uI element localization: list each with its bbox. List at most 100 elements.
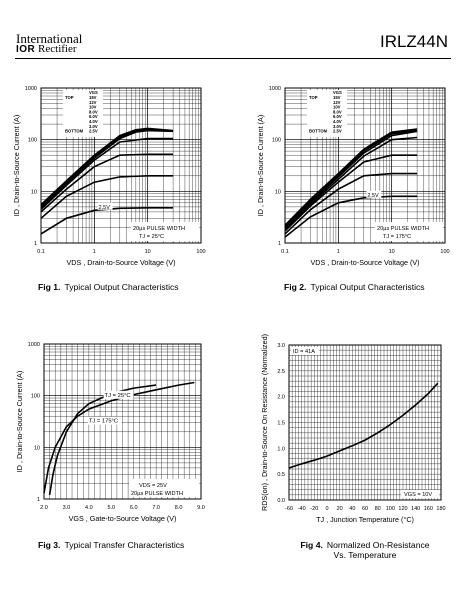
- fig3-y-tick-label: 1000: [28, 342, 40, 348]
- fig3-series-t-j-25-c-line: [48, 384, 157, 496]
- fig4-x-tick-label: 20: [337, 506, 343, 512]
- fig1-legend-entry: 10V: [89, 105, 97, 110]
- fig4-x-tick-label: 180: [436, 506, 445, 512]
- fig2-inline-label: 2.5V: [367, 193, 379, 199]
- fig2-legend-entry: 6.0V: [333, 114, 342, 119]
- fig1-annotation-pulse: 20µs PULSE WIDTH: [133, 226, 185, 232]
- fig2-x-tick-label: 10: [389, 249, 395, 255]
- fig2-caption: Fig 2. Typical Output Characteristics: [284, 282, 425, 292]
- fig1-plot-frame: [40, 87, 202, 244]
- fig2-plot-frame: [284, 87, 446, 244]
- fig3-series-label-bg: [87, 416, 122, 425]
- fig2-inline-label-background: [366, 190, 382, 198]
- fig4-caption-text: Normalized On-Resistance: [326, 540, 430, 550]
- company-logo: International IOR Rectifier: [16, 31, 83, 55]
- fig4-x-tick-label: 60: [362, 506, 368, 512]
- fig3-series-label-bg: [103, 390, 134, 399]
- fig3-y-axis-label: ID , Drain-to-Source Current (A): [15, 371, 24, 472]
- fig1-legend-entry: 3.0V: [89, 124, 98, 129]
- fig4-x-tick-label: 80: [375, 506, 381, 512]
- fig2-series-8-0v-line: [284, 130, 418, 230]
- fig4-annotation-vgs: VGS = 10V: [404, 492, 432, 498]
- fig2-y-tick-label: 1: [278, 241, 281, 247]
- fig4-plot-frame: [288, 344, 442, 501]
- fig3-x-axis-label: VGS , Gate-to-Source Voltage (V): [69, 514, 177, 523]
- fig4-x-tick-label: 160: [424, 506, 433, 512]
- fig1-caption-number: Fig 1.: [38, 282, 61, 292]
- fig4-annotation-background: [291, 347, 319, 355]
- fig3-x-tick-label: 3.0: [63, 505, 71, 511]
- fig3-caption-text: Typical Transfer Characteristics: [64, 540, 185, 550]
- fig2-x-tick-label: 1: [337, 249, 340, 255]
- fig2-legend-top-label: TOP: [309, 95, 318, 100]
- fig4-caption-line2: Vs. Temperature: [333, 550, 397, 560]
- fig4-caption-number: Fig 4.: [300, 540, 323, 550]
- fig1-x-tick-label: 100: [196, 249, 205, 255]
- fig1-y-tick-label: 100: [28, 138, 37, 144]
- fig3-caption-number: Fig 3.: [38, 540, 61, 550]
- fig1-caption-text: Typical Output Characteristics: [64, 282, 179, 292]
- fig3-series-label-175c: TJ = 175°C: [89, 419, 118, 425]
- fig1-x-tick-label: 0.1: [37, 249, 45, 255]
- fig2-legend-background: [307, 90, 347, 137]
- fig3-y-tick-label: 10: [34, 445, 40, 451]
- fig1-x-tick-label: 1: [93, 249, 96, 255]
- fig3-x-tick-label: 6.0: [130, 505, 138, 511]
- company-name-line2: Rectifier: [38, 43, 77, 55]
- fig1-inline-label: 2.5V: [99, 205, 111, 211]
- fig2-series-2-5v-line: [284, 195, 418, 238]
- fig2-legend-entry: 3.0V: [333, 124, 342, 129]
- fig2-legend-entry: 8.0V: [333, 109, 342, 114]
- fig2-annotation-background: [375, 222, 443, 241]
- fig1-legend-title: VGS: [89, 90, 98, 95]
- fig2-legend-bottom-label: BOTTOM: [309, 129, 328, 134]
- fig2-y-tick-label: 100: [272, 138, 281, 144]
- fig1-series-4-0v-line: [40, 153, 174, 213]
- fig3-plot-frame: [43, 343, 202, 500]
- fig2-x-tick-label: 0.1: [281, 249, 289, 255]
- fig4-x-axis-label: TJ , Junction Temperature (°C): [316, 515, 414, 524]
- fig4-y-tick-label: 3.0: [277, 343, 285, 349]
- fig4-y-tick-label: 2.5: [277, 369, 285, 375]
- fig1-legend-entry: 4.0V: [89, 119, 98, 124]
- fig4-x-tick-label: -20: [310, 506, 318, 512]
- fig1-annotation-temperature: TJ = 25°C: [139, 234, 164, 240]
- fig4-annotation-id: ID = 41A: [293, 349, 315, 355]
- ior-logo: IOR: [16, 44, 36, 55]
- company-name-line1: International: [16, 31, 83, 46]
- fig4-x-tick-label: -40: [298, 506, 306, 512]
- fig4-series-r-ds-on--line: [288, 382, 439, 469]
- fig4-y-axis-label: RDS(on) , Drain-to-Source On Resistance …: [260, 334, 269, 511]
- fig1-y-tick-label: 1: [34, 241, 37, 247]
- fig2-legend-title: VGS: [333, 90, 342, 95]
- fig3-annotation-vds: VDS = 25V: [139, 483, 167, 489]
- fig2-caption-number: Fig 2.: [284, 282, 307, 292]
- fig1-y-axis-label: ID , Drain-to-Source Current (A): [12, 115, 21, 216]
- fig1-legend-entry: 12V: [89, 100, 97, 105]
- fig4-y-tick-label: 1.5: [277, 421, 285, 427]
- fig3-x-tick-label: 7.0: [152, 505, 160, 511]
- fig3-annotation-background: [129, 479, 199, 497]
- fig4-x-tick-label: 40: [349, 506, 355, 512]
- fig4-y-tick-label: 2.0: [277, 395, 285, 401]
- fig1-legend-background: [63, 90, 103, 137]
- fig2-y-tick-label: 1000: [269, 86, 281, 92]
- fig2-y-tick-label: 10: [275, 189, 281, 195]
- fig2-series-3-0v-line: [284, 172, 418, 235]
- fig2-legend-entry: 12V: [333, 100, 341, 105]
- fig1-series-8-0v-line: [40, 129, 174, 209]
- fig1-annotation-background: [131, 222, 199, 241]
- fig1-legend-entry: 8.0V: [89, 109, 98, 114]
- fig1-caption: Fig 1. Typical Output Characteristics: [38, 282, 179, 292]
- fig4-x-tick-label: 120: [398, 506, 407, 512]
- fig2-legend-entry: 4.0V: [333, 119, 342, 124]
- fig1-legend-entry: 6.0V: [89, 114, 98, 119]
- fig1-series-3-0v-line: [40, 175, 174, 219]
- fig1-series-6-0v-line: [40, 137, 174, 210]
- fig2-legend-entry: 2.5V: [333, 129, 342, 134]
- fig1-x-axis-label: VDS , Drain-to-Source Voltage (V): [66, 258, 175, 267]
- fig2-caption-text: Typical Output Characteristics: [310, 282, 425, 292]
